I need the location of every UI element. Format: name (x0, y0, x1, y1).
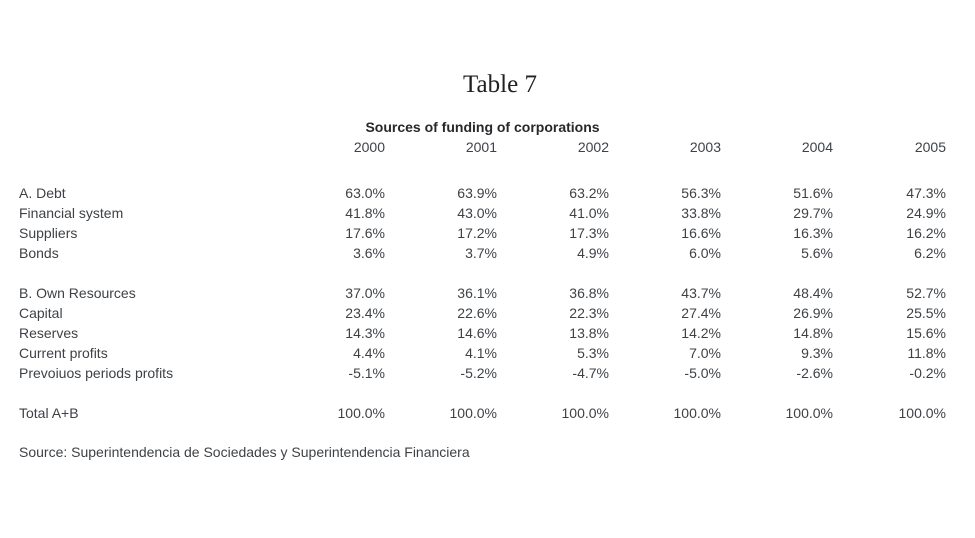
table-body: A. Debt 63.0% 63.9% 63.2% 56.3% 51.6% 47.3% Fin… (19, 183, 946, 423)
row-label: Suppliers (19, 225, 78, 241)
cell-value: 7.0% (689, 345, 721, 361)
row-label: Capital (19, 305, 63, 321)
funding-table-block: Sources of funding of corporations 2000 … (19, 117, 946, 423)
cell-value: -5.1% (348, 365, 385, 381)
row-label: Total A+B (19, 405, 79, 421)
cell-value: 47.3% (906, 185, 946, 201)
cell-value: -2.6% (796, 365, 833, 381)
cell-value: 14.3% (345, 325, 385, 341)
cell-value: 37.0% (345, 285, 385, 301)
cell-value: 63.9% (457, 185, 497, 201)
cell-value: 56.3% (681, 185, 721, 201)
cell-value: 5.6% (801, 245, 833, 261)
document-title: Table 7 (463, 71, 537, 98)
table-row: Financial system 41.8% 43.0% 41.0% 33.8% 29.7… (19, 203, 946, 223)
row-label: Prevoiuos periods profits (19, 365, 174, 381)
row-label: Reserves (19, 325, 79, 341)
year-column-header: 2004 (801, 139, 833, 155)
cell-value: 43.0% (457, 205, 497, 221)
table-row: Bonds 3.6% 3.7% 4.9% 6.0% 5.6% 6.2% (19, 243, 946, 263)
cell-value: 23.4% (345, 305, 385, 321)
header-gap-row (19, 157, 946, 183)
cell-value: 6.2% (914, 245, 946, 261)
table-row: Capital 23.4% 22.6% 22.3% 27.4% 26.9% 25.5% (19, 303, 946, 323)
cell-value: 26.9% (793, 305, 833, 321)
cell-value: 4.9% (577, 245, 609, 261)
source-note: Source: Superintendencia de Sociedades y… (19, 444, 470, 460)
section-spacer-row (19, 383, 946, 403)
section-spacer-row (19, 263, 946, 283)
cell-value: -5.0% (684, 365, 721, 381)
cell-value: 11.8% (907, 345, 946, 361)
cell-value: 14.2% (681, 325, 721, 341)
cell-value: 100.0% (337, 405, 385, 421)
row-label: Bonds (19, 245, 59, 261)
cell-value: 52.7% (906, 285, 946, 301)
cell-value: 100.0% (449, 405, 497, 421)
cell-value: -4.7% (572, 365, 609, 381)
cell-value: 36.8% (569, 285, 609, 301)
table-row: A. Debt 63.0% 63.9% 63.2% 56.3% 51.6% 47.3% (19, 183, 946, 203)
cell-value: 13.8% (569, 325, 609, 341)
cell-value: 51.6% (793, 185, 833, 201)
year-column-header: 2005 (914, 139, 946, 155)
cell-value: 36.1% (457, 285, 497, 301)
cell-value: 16.2% (906, 225, 946, 241)
row-label: Current profits (19, 345, 108, 361)
cell-value: 63.2% (569, 185, 609, 201)
row-label: A. Debt (19, 185, 66, 201)
cell-value: 41.8% (345, 205, 385, 221)
row-label: B. Own Resources (19, 285, 136, 301)
cell-value: 22.3% (569, 305, 609, 321)
cell-value: 4.4% (353, 345, 385, 361)
table-row: Prevoiuos periods profits -5.1% -5.2% -4.7%… (19, 363, 946, 383)
table-row: Suppliers 17.6% 17.2% 17.3% 16.6% 16.3% 16.2% (19, 223, 946, 243)
cell-value: 29.7% (793, 205, 833, 221)
cell-value: 6.0% (689, 245, 721, 261)
table-row: B. Own Resources 37.0% 36.1% 36.8% 43.7% 48.4… (19, 283, 946, 303)
row-label: Financial system (19, 205, 124, 221)
cell-value: -0.2% (909, 365, 946, 381)
year-column-header: 2000 (353, 139, 385, 155)
cell-value: 100.0% (898, 405, 946, 421)
cell-value: -5.2% (460, 365, 497, 381)
cell-value: 5.3% (577, 345, 609, 361)
cell-value: 25.5% (906, 305, 946, 321)
table-row: Total A+B 100.0% 100.0% 100.0% 100.0% 100.0% 1… (19, 403, 946, 423)
year-header-row: 2000 2001 2002 2003 2004 2005 (19, 137, 946, 157)
funding-table: 2000 2001 2002 2003 2004 2005 A. Debt 63.… (19, 137, 946, 423)
cell-value: 100.0% (673, 405, 721, 421)
year-column-header: 2001 (465, 139, 497, 155)
cell-value: 3.6% (353, 245, 385, 261)
table-row: Reserves 14.3% 14.6% 13.8% 14.2% 14.8% 15.6% (19, 323, 946, 343)
cell-value: 15.6% (906, 325, 946, 341)
cell-value: 4.1% (465, 345, 497, 361)
row-label-header (19, 137, 273, 157)
cell-value: 14.6% (457, 325, 497, 341)
year-column-header: 2002 (577, 139, 609, 155)
cell-value: 22.6% (457, 305, 497, 321)
cell-value: 100.0% (785, 405, 833, 421)
table-row: Current profits 4.4% 4.1% 5.3% 7.0% 9.3% 11.8% (19, 343, 946, 363)
cell-value: 27.4% (681, 305, 721, 321)
cell-value: 9.3% (801, 345, 833, 361)
cell-value: 16.3% (793, 225, 833, 241)
cell-value: 24.9% (906, 205, 946, 221)
cell-value: 3.7% (465, 245, 497, 261)
cell-value: 16.6% (681, 225, 721, 241)
cell-value: 43.7% (681, 285, 721, 301)
year-column-header: 2003 (689, 139, 721, 155)
cell-value: 17.6% (345, 225, 385, 241)
cell-value: 33.8% (681, 205, 721, 221)
table-title: Sources of funding of corporations (365, 119, 600, 135)
cell-value: 100.0% (561, 405, 609, 421)
cell-value: 63.0% (345, 185, 385, 201)
cell-value: 41.0% (569, 205, 609, 221)
cell-value: 17.3% (569, 225, 609, 241)
cell-value: 14.8% (793, 325, 833, 341)
cell-value: 17.2% (457, 225, 497, 241)
cell-value: 48.4% (793, 285, 833, 301)
